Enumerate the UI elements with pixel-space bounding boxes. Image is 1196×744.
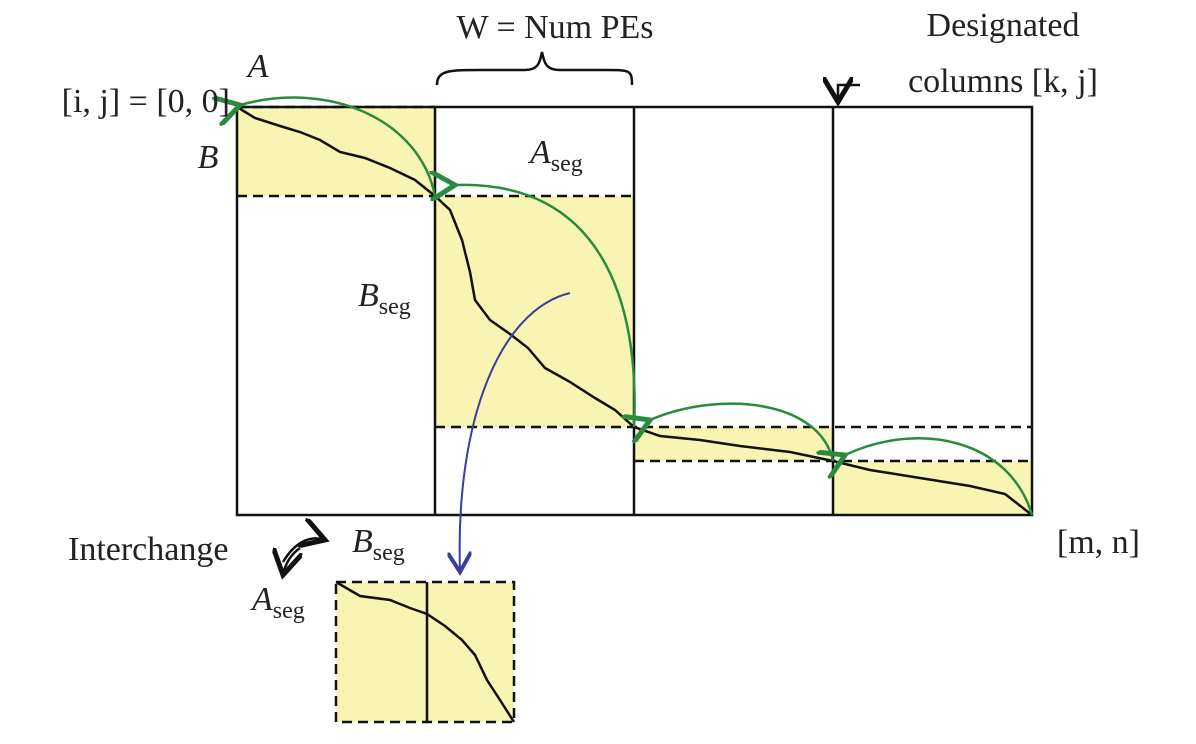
designated-label: columns [k, j] — [908, 63, 1098, 100]
labels: W = Num PEs Designated columns [k, j] A … — [62, 7, 1140, 624]
end-label: [m, n] — [1057, 524, 1140, 561]
subscript: seg — [373, 540, 405, 566]
b-seg-label: Bseg — [358, 277, 411, 320]
b-label: B — [198, 139, 219, 176]
width-label: W = Num PEs — [456, 9, 653, 46]
base: B — [352, 523, 373, 560]
base: A — [528, 134, 551, 171]
arrows — [240, 51, 1034, 575]
base: A — [250, 581, 273, 618]
a-seg-label: Aseg — [528, 134, 583, 177]
subscript: seg — [551, 151, 583, 177]
interchange-label: Interchange — [68, 531, 228, 568]
designated-label: Designated — [927, 7, 1080, 44]
subscript: seg — [379, 294, 411, 320]
origin-label: [i, j] = [0, 0] — [62, 83, 230, 120]
interchange-b-seg: Bseg — [352, 523, 405, 566]
subscript: seg — [273, 598, 305, 624]
a-label: A — [246, 48, 269, 85]
interchange-a-seg: Aseg — [250, 581, 305, 624]
base: B — [358, 277, 379, 314]
